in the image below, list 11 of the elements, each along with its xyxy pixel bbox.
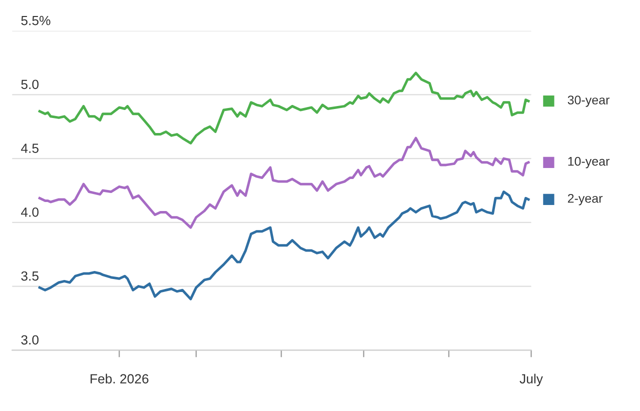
- legend-label: 10-year: [568, 156, 610, 168]
- x-tick-label: Feb. 2026: [90, 374, 148, 384]
- legend-label: 30-year: [568, 96, 610, 107]
- legend-label: 2-year: [568, 194, 603, 206]
- x-tick-label: July: [520, 374, 543, 386]
- y-tick-label: 4.5: [21, 144, 39, 153]
- y-tick-label: 4.0: [21, 207, 39, 217]
- y-tick-label: 3.5: [21, 271, 39, 281]
- y-tick-label: 5.0: [21, 80, 39, 90]
- y-tick-label: 3.0: [21, 335, 39, 345]
- y-tick-label: 5.5%: [21, 16, 50, 26]
